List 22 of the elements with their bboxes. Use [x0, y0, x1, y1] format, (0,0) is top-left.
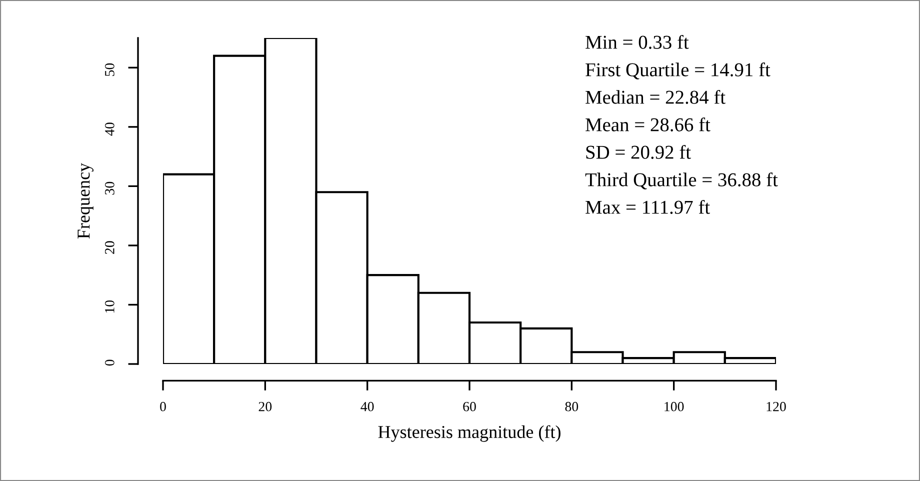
annotation: Median = 22.84 ft [586, 90, 726, 104]
y-tick-label: 20 [104, 241, 114, 254]
x-tick-label: 0 [160, 402, 166, 412]
x-tick-label: 20 [258, 402, 272, 412]
x-tick-label: 120 [766, 402, 786, 412]
y-tick-label: 40 [104, 122, 114, 136]
y-tick-label: 0 [104, 360, 114, 366]
x-axis-title: Hysteresis magnitude (ft) [378, 425, 560, 442]
annotation: Max = 111.97 ft [586, 200, 710, 214]
x-tick-label: 100 [664, 402, 684, 412]
x-tick-label: 60 [463, 402, 476, 412]
x-tick-label: 40 [360, 402, 374, 412]
x-tick-label: 80 [565, 402, 578, 412]
y-tick-label: 30 [104, 182, 114, 195]
y-tick-label: 10 [104, 300, 114, 313]
annotation: First Quartile = 14.91 ft [586, 62, 770, 80]
y-axis-title: Frequency [78, 162, 94, 239]
annotation: Third Quartile = 36.88 ft [585, 172, 778, 190]
annotation: Mean = 28.66 ft [586, 117, 710, 132]
y-tick-label: 50 [104, 63, 114, 76]
annotation: SD = 20.92 ft [586, 144, 691, 159]
annotation: Min = 0.33 ft [586, 34, 689, 49]
